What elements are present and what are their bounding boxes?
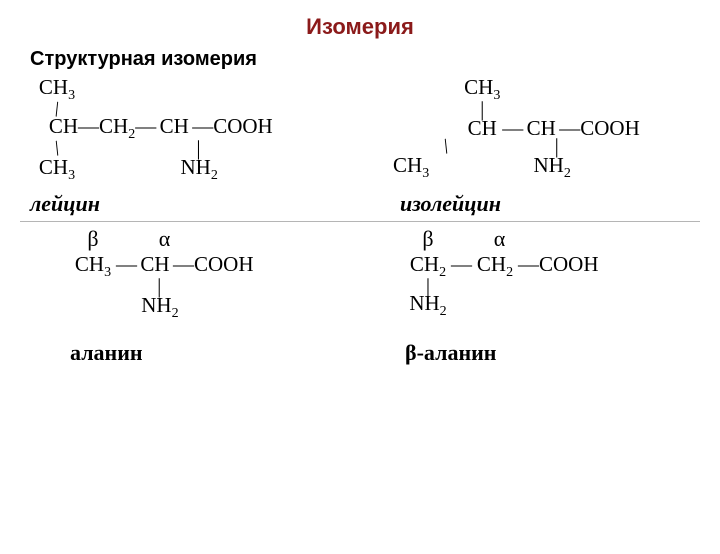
leucine-name: лейцин — [30, 191, 100, 216]
alanine-name: аланин — [70, 340, 143, 365]
label-alanine: аланин — [30, 340, 355, 366]
isoleucine-name: изолейцин — [400, 191, 501, 216]
structure-beta-alanine: β α CH2— CH2— COOH | NH2 — [355, 226, 690, 322]
structure-row-1: CH3 \ CH — CH2— CH — COOH / | CH3 NH2 CH… — [0, 75, 720, 185]
divider — [20, 221, 700, 222]
alanine-beta: β — [70, 226, 116, 252]
structure-isoleucine: CH3 | CH — CH — COOH / | CH3 NH2 — [333, 75, 690, 185]
structure-leucine: CH3 \ CH — CH2— CH — COOH / | CH3 NH2 — [30, 75, 333, 185]
label-row-1: лейцин изолейцин — [0, 191, 720, 217]
beta-alanine-beta: β — [405, 226, 451, 252]
beta-alanine-name: β-аланин — [405, 340, 496, 365]
page-subtitle: Структурная изомерия — [30, 48, 720, 71]
beta-alanine-alpha: α — [482, 226, 518, 252]
label-row-2: аланин β-аланин — [0, 340, 720, 366]
label-leucine: лейцин — [30, 191, 320, 217]
page-title: Изомерия — [0, 14, 720, 40]
structure-alanine: β α CH3— CH — COOH | NH2 — [30, 226, 355, 322]
structure-row-2: β α CH3— CH — COOH | NH2 β α CH2— CH2— C… — [0, 226, 720, 322]
alanine-alpha: α — [147, 226, 183, 252]
label-isoleucine: изолейцин — [320, 191, 690, 217]
label-beta-alanine: β-аланин — [355, 340, 690, 366]
